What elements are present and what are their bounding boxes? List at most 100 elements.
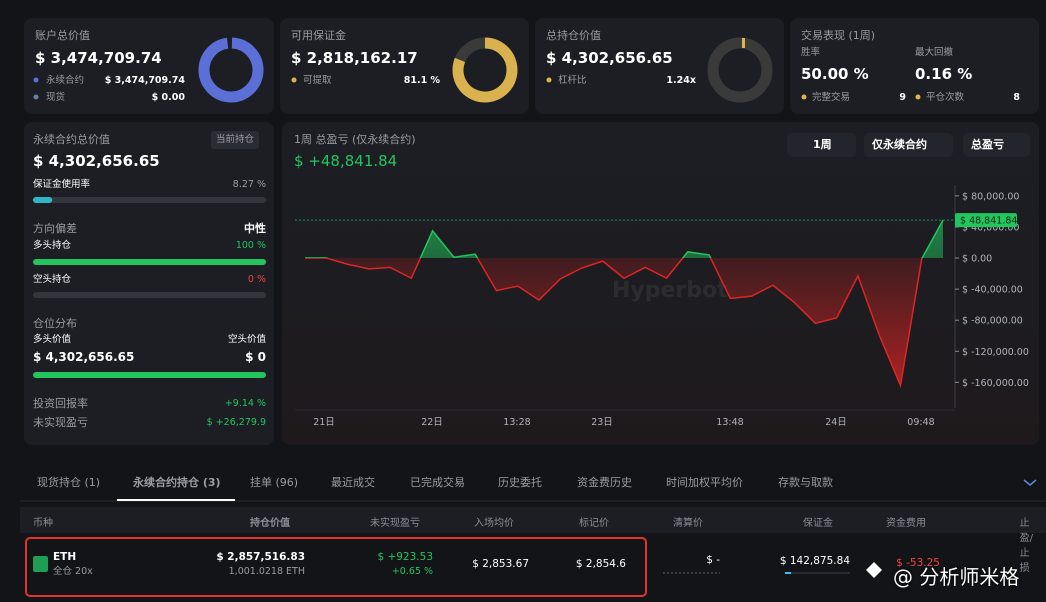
x-tick-label: 23日 [591, 417, 613, 428]
column-header[interactable]: 保证金 [803, 518, 833, 529]
metric-label: 最大回撤 [915, 47, 954, 58]
label: 空头持仓 [33, 274, 72, 285]
bar-track [33, 292, 266, 298]
upnl-pct: +0.65 % [391, 566, 433, 577]
donut [707, 37, 773, 103]
card-value: $ 3,474,709.74 [35, 49, 162, 67]
column-header[interactable]: 资金费用 [886, 518, 926, 529]
label: 保证金使用率 [33, 179, 91, 190]
mark-price: $ 2,854.6 [575, 558, 626, 570]
row-label: 完整交易 [812, 92, 851, 103]
column-header[interactable]: 币种 [33, 518, 53, 529]
watermark: @ 分析师米格 [893, 565, 1020, 589]
entry-price: $ 2,853.67 [472, 558, 529, 570]
label: 方向偏差 [33, 222, 77, 235]
donut-slice [452, 37, 518, 103]
label: 仓位分布 [33, 317, 77, 330]
x-tick-label: 22日 [421, 417, 443, 428]
tab[interactable]: 存款与取款 [778, 476, 833, 489]
x-tick-label: 24日 [825, 417, 847, 428]
tab[interactable]: 历史委托 [498, 476, 542, 489]
range-select[interactable]: 1周 [787, 133, 856, 157]
donut-slice [742, 38, 745, 48]
row-value: 81.1 % [403, 75, 440, 86]
x-tick-label: 13:28 [503, 417, 530, 428]
dot [33, 77, 39, 83]
bar-fill [33, 197, 53, 203]
metric-value: 0.16 % [915, 65, 973, 83]
chart-watermark: Hyperbot [612, 278, 728, 303]
upnl: $ +923.53 [377, 551, 433, 563]
current-badge [955, 213, 1017, 228]
y-tick-label: $ 80,000.00 [962, 191, 1019, 202]
metric-select[interactable]: 总盈亏 [963, 133, 1030, 157]
column-header[interactable]: 清算价 [673, 518, 703, 529]
tab[interactable]: 现货持仓 (1) [37, 476, 101, 489]
tab[interactable]: 挂单 (96) [250, 476, 299, 489]
badge: 当前持仓 [211, 131, 260, 149]
tab[interactable]: 时间加权平均价 [666, 476, 743, 489]
card-title: 交易表现 (1周) [801, 29, 876, 42]
tab[interactable]: 资金费历史 [577, 476, 632, 489]
value: $ +26,279.9 [206, 417, 266, 428]
card-value: $ 4,302,656.65 [546, 49, 673, 67]
dot [33, 94, 39, 100]
table-header-bg [20, 507, 1046, 533]
x-tick-label: 09:48 [907, 417, 934, 428]
value: 0 % [247, 274, 266, 285]
margin-bar [785, 572, 850, 574]
row-label: 平仓次数 [926, 92, 965, 103]
dot [291, 77, 297, 83]
scope-select[interactable]: 仅永续合约 [864, 133, 953, 157]
value: 8.27 % [232, 179, 266, 190]
area-above [305, 220, 943, 259]
highlight-box [25, 537, 647, 597]
column-header[interactable]: 标记价 [579, 518, 609, 529]
label: 多头持仓 [33, 240, 72, 251]
tab[interactable]: 最近成交 [331, 476, 375, 489]
tab[interactable]: 已完成交易 [410, 476, 465, 489]
column-header[interactable]: 止盈/止损 [1019, 518, 1033, 574]
column-header[interactable]: 入场均价 [474, 518, 514, 529]
value: +9.14 % [224, 398, 266, 409]
tab[interactable]: 永续合约持仓 (3) [133, 476, 221, 489]
column-header[interactable]: 持仓价值 [250, 518, 290, 529]
area-below [326, 258, 923, 386]
mode: 全仓 20x [53, 566, 93, 577]
coin: ETH [53, 551, 77, 563]
panel-value: $ 4,302,656.65 [33, 152, 160, 170]
value: $ 4,302,656.65 [33, 350, 135, 364]
label: 投资回报率 [33, 397, 88, 410]
row-label: 杠杆比 [558, 75, 587, 86]
panel-title: 永续合约总价值 [33, 133, 110, 146]
dot [801, 94, 807, 100]
metric-value: 50.00 % [801, 65, 869, 83]
chevron[interactable] [1023, 479, 1037, 486]
funding: $ -53.25 [896, 557, 940, 569]
row-label: 永续合约 [46, 75, 85, 86]
card-title: 可用保证金 [291, 29, 346, 42]
value: 100 % [235, 240, 266, 251]
column-header[interactable]: 未实现盈亏 [370, 518, 420, 529]
label: 多头价值 [33, 334, 72, 345]
tab-underline [117, 499, 235, 501]
row-value: 1.24x [666, 75, 696, 86]
margin-bar-fill [785, 572, 791, 574]
card [790, 18, 1039, 114]
watermark-logo [866, 562, 882, 578]
dot [915, 94, 921, 100]
bar-track [33, 197, 266, 203]
line-below [305, 258, 924, 389]
row-label: 现货 [46, 92, 66, 103]
liq-price: $ - [706, 554, 720, 566]
y-tick-label: $ -160,000.00 [962, 378, 1029, 389]
bar-fill [33, 372, 266, 378]
x-tick-label: 13:48 [716, 417, 743, 428]
y-tick-label: $ -120,000.00 [962, 347, 1029, 358]
dot [546, 77, 552, 83]
chart-value: $ +48,841.84 [294, 152, 398, 170]
y-tick-label: $ 40,000.00 [962, 222, 1019, 233]
row-value: $ 3,474,709.74 [104, 75, 185, 86]
